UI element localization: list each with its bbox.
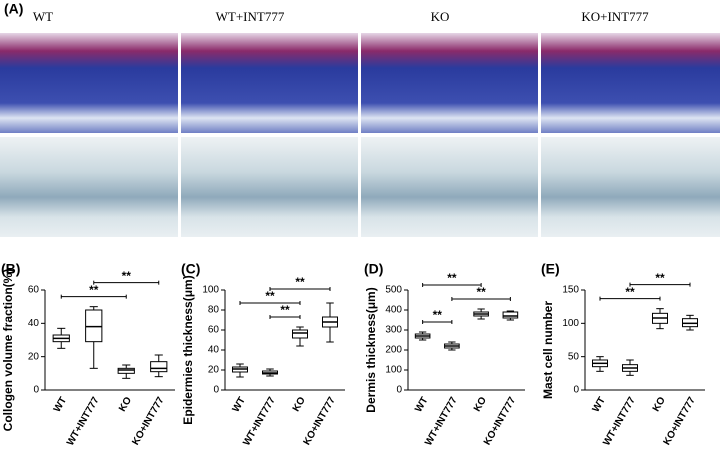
panel-label: (A) (4, 1, 23, 17)
column-label: KO (431, 9, 450, 24)
x-tick-label: WT (413, 395, 430, 414)
box (292, 329, 308, 339)
y-axis-label: Dermis thickness(μm) (364, 287, 378, 412)
image (541, 33, 720, 133)
x-tick-label: WT (591, 395, 608, 414)
significance: ** (122, 269, 132, 283)
x-tick-label: KO (117, 395, 134, 414)
y-tick-label: 40 (28, 318, 40, 329)
x-tick-label: WT (231, 395, 248, 414)
column-label: KO+INT777 (581, 9, 649, 24)
y-axis-label: Mast cell number (541, 301, 555, 399)
panel-label: (C) (181, 261, 200, 277)
y-tick-label: 50 (568, 351, 580, 362)
column-label: WT+INT777 (216, 9, 285, 24)
x-tick-label: KO+INT777 (302, 395, 339, 447)
column-label: WT (33, 9, 53, 24)
x-tick-label: WT+INT777 (601, 395, 638, 448)
y-tick-label: 80 (208, 305, 220, 316)
panel-label: (D) (364, 261, 383, 277)
x-tick-label: KO+INT777 (662, 395, 699, 447)
y-tick-label: 150 (562, 285, 579, 296)
y-tick-label: 200 (385, 345, 402, 356)
image (0, 33, 178, 133)
y-tick-label: 0 (213, 385, 219, 396)
significance: ** (89, 283, 99, 297)
x-tick-label: WT+INT777 (65, 395, 102, 448)
y-tick-label: 0 (573, 385, 579, 396)
y-tick-label: 400 (385, 305, 402, 316)
y-tick-label: 40 (208, 345, 220, 356)
x-tick-label: KO+INT777 (130, 395, 167, 447)
box (150, 361, 168, 373)
panel-label: (B) (1, 261, 20, 277)
significance: ** (655, 271, 665, 285)
x-tick-label: KO (472, 395, 489, 414)
y-tick-label: 20 (28, 351, 40, 362)
image (181, 137, 358, 237)
significance: ** (625, 285, 635, 299)
x-tick-label: WT+INT777 (241, 395, 278, 448)
y-tick-label: 60 (28, 285, 40, 296)
micrographs (0, 33, 720, 237)
y-tick-label: 100 (385, 365, 402, 376)
y-tick-label: 0 (33, 385, 39, 396)
x-tick-label: WT (52, 395, 69, 414)
y-tick-label: 60 (208, 325, 220, 336)
x-tick-label: KO (651, 395, 668, 414)
y-tick-label: 100 (202, 285, 219, 296)
y-tick-label: 0 (396, 385, 402, 396)
image (541, 137, 720, 237)
panel-label: (E) (541, 261, 560, 277)
significance: ** (433, 308, 443, 322)
y-axis-label: Epidermies thickness(μm) (181, 275, 195, 424)
image (181, 33, 358, 133)
image (361, 137, 538, 237)
image (0, 137, 178, 237)
y-tick-label: 500 (385, 285, 402, 296)
significance: ** (265, 289, 275, 303)
x-tick-label: KO (291, 395, 308, 414)
significance: ** (476, 285, 486, 299)
significance: ** (295, 275, 305, 289)
box (117, 367, 135, 374)
significance: ** (280, 303, 290, 317)
box (502, 311, 519, 319)
y-tick-label: 300 (385, 325, 402, 336)
y-tick-label: 100 (562, 318, 579, 329)
y-tick-label: 20 (208, 365, 220, 376)
image (361, 33, 538, 133)
significance: ** (447, 271, 457, 285)
y-axis-label: Collogen volume fraction(%) (1, 269, 15, 432)
box (85, 309, 103, 343)
